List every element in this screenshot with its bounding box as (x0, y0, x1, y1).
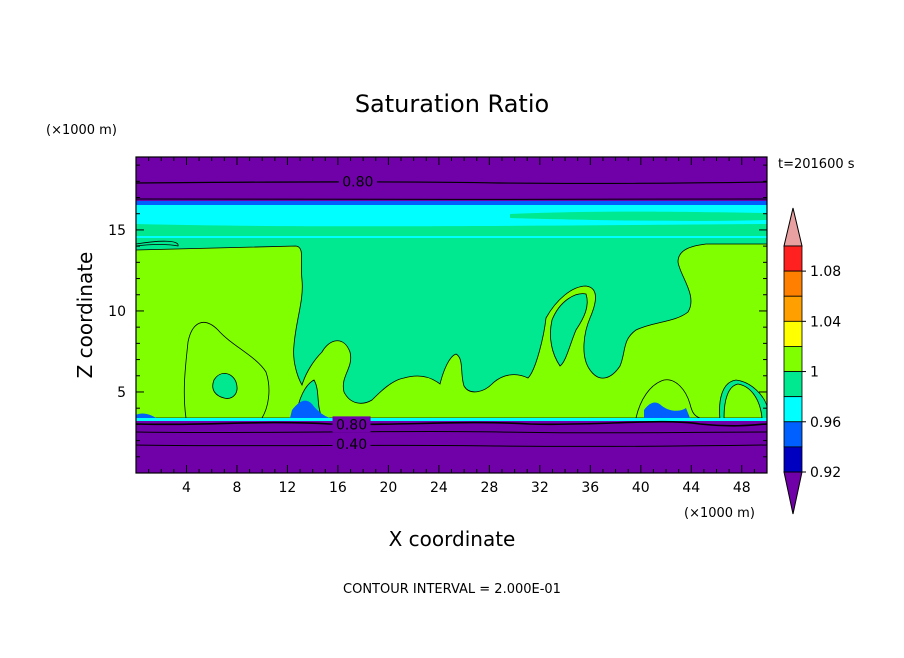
x-tick-label: 48 (733, 480, 751, 496)
colorbar-bottom-arrow (784, 472, 802, 514)
x-tick-label: 40 (632, 480, 650, 496)
x-tick-label: 28 (480, 480, 498, 496)
x-tick-label: 20 (379, 480, 397, 496)
x-tick-label: 32 (531, 480, 549, 496)
y-tick-label: 10 (108, 304, 126, 320)
contour-interval-note: CONTOUR INTERVAL = 2.000E-01 (343, 582, 561, 597)
time-label: t=201600 s (778, 157, 855, 172)
x-tick-label: 4 (182, 480, 191, 496)
x-tick-label: 16 (329, 480, 347, 496)
colorbar-segment (784, 397, 802, 422)
colorbar-segment (784, 246, 802, 271)
colorbar-segment (784, 372, 802, 397)
colorbar-top-arrow (784, 208, 802, 246)
x-tick-label: 44 (682, 480, 700, 496)
x-tick-label: 8 (232, 480, 241, 496)
colorbar-label: 1.08 (810, 264, 841, 280)
field-top-dry-layer (136, 157, 767, 201)
colorbar-segment (784, 422, 802, 447)
y-unit-label: (×1000 m) (46, 123, 117, 138)
colorbar-label: 0.92 (810, 465, 841, 481)
colorbar-segment (784, 296, 802, 321)
field-cell-left-core (213, 373, 237, 398)
contour-label: 0.40 (336, 437, 367, 453)
x-axis-title: X coordinate (389, 527, 516, 551)
x-tick-label: 36 (581, 480, 599, 496)
x-tick-label: 12 (279, 480, 297, 496)
chart-title: Saturation Ratio (355, 90, 549, 118)
colorbar-label: 1.04 (810, 314, 841, 330)
contour-label: 0.80 (336, 417, 367, 433)
contour-label: 0.80 (342, 174, 373, 190)
y-tick-label: 5 (117, 385, 126, 401)
y-axis-title: Z coordinate (73, 252, 97, 379)
colorbar-label: 1 (810, 365, 819, 381)
x-tick-label: 24 (430, 480, 448, 496)
colorbar-segment (784, 271, 802, 296)
x-unit-label: (×1000 m) (684, 506, 755, 521)
colorbar-segment (784, 346, 802, 371)
colorbar-segment (784, 321, 802, 346)
field-surface-cyan (136, 418, 767, 421)
y-tick-label: 15 (108, 223, 126, 239)
colorbar-segment (784, 447, 802, 472)
colorbar: 1.08 1.04 1 0.96 0.92 (784, 208, 841, 514)
colorbar-label: 0.96 (810, 415, 841, 431)
